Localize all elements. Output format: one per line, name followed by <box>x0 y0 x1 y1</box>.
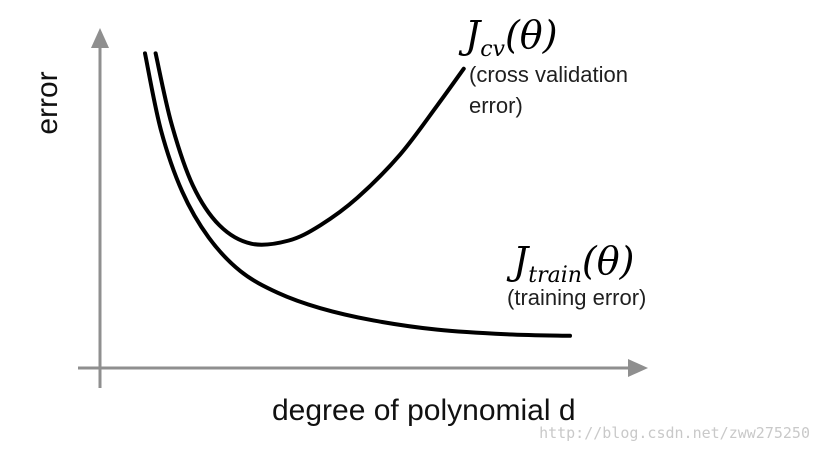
cv-description-line-2: error) <box>469 93 523 118</box>
train-label-sub: train <box>528 263 582 288</box>
watermark-text: http://blog.csdn.net/zww275250 <box>539 424 810 442</box>
cv-series-label: Jcv(θ) (cross validation error) <box>458 13 628 118</box>
cv-label-main: J <box>458 13 482 57</box>
train-description: (training error) <box>507 285 646 310</box>
cv-error-curve <box>153 51 466 247</box>
train-label-main: J <box>506 239 530 283</box>
train-label-tail: (θ) <box>582 239 635 283</box>
cv-description-line-1: (cross validation <box>469 62 628 87</box>
cv-label-sub: cv <box>480 37 505 62</box>
cv-math-label: Jcv(θ) <box>458 13 558 62</box>
y-axis <box>91 28 109 388</box>
x-axis <box>78 359 648 377</box>
cv-label-tail: (θ) <box>505 13 558 57</box>
train-math-label: Jtrain(θ) <box>506 239 634 288</box>
x-axis-label: degree of polynomial d <box>272 394 576 427</box>
y-axis-arrow <box>91 28 109 48</box>
x-axis-arrow <box>628 359 648 377</box>
train-series-label: Jtrain(θ) (training error) <box>506 239 646 310</box>
y-axis-label: error <box>31 71 64 134</box>
train-error-curve <box>143 51 572 338</box>
